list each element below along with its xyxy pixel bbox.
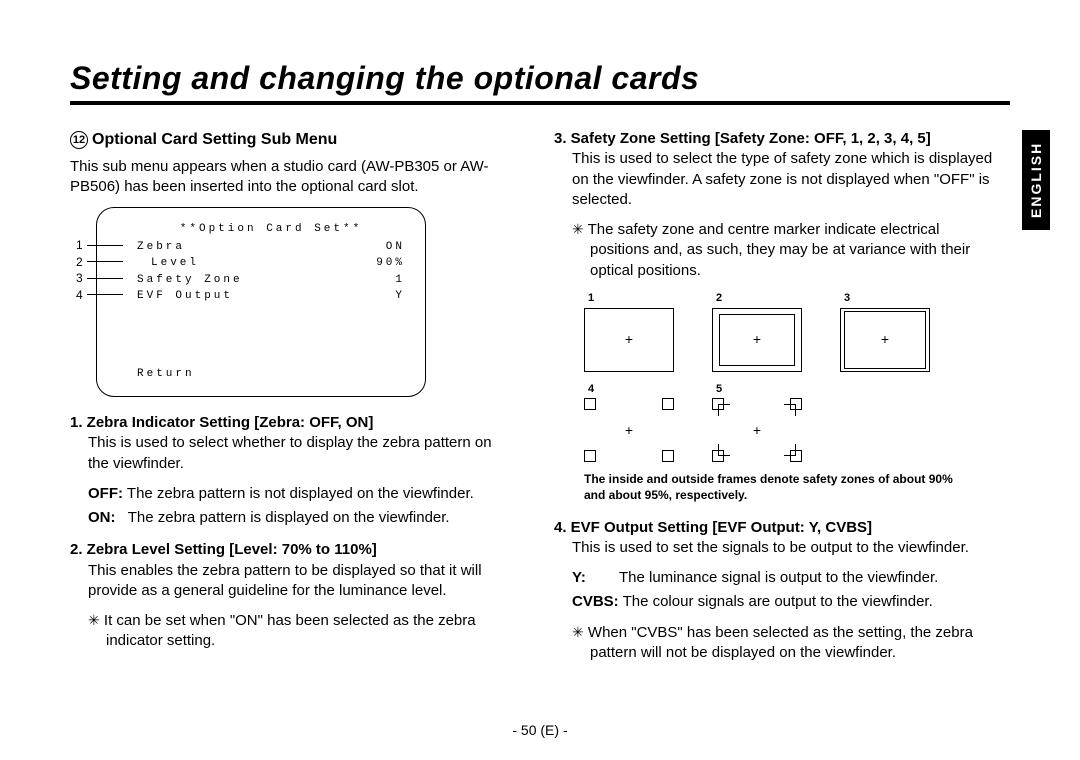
menu-screen: **Option Card Set** Zebra ON Level 90% Saf… bbox=[96, 207, 426, 397]
menu-return: Return bbox=[137, 367, 195, 382]
page-footer: - 50 (E) - bbox=[0, 722, 1080, 738]
cvbs-label: CVBS: bbox=[572, 593, 619, 610]
off-label: OFF: bbox=[88, 485, 123, 502]
section-number: 12 bbox=[70, 131, 88, 149]
item3-note-text: The safety zone and centre marker indica… bbox=[588, 221, 971, 279]
cvbs-text: The colour signals are output to the vie… bbox=[623, 593, 933, 610]
item2-heading: 2. Zebra Level Setting [Level: 70% to 11… bbox=[70, 540, 510, 560]
item2-text: This enables the zebra pattern to be dis… bbox=[70, 561, 510, 602]
off-text: The zebra pattern is not displayed on th… bbox=[127, 485, 474, 502]
right-column: 3. Safety Zone Setting [Safety Zone: OFF… bbox=[554, 129, 994, 673]
on-label: ON: bbox=[88, 509, 116, 526]
language-tab: ENGLISH bbox=[1022, 130, 1050, 230]
item4-note-text: When "CVBS" has been selected as the set… bbox=[588, 624, 973, 661]
item1-heading: 1. Zebra Indicator Setting [Zebra: OFF, … bbox=[70, 413, 510, 433]
item4-cvbs: CVBS: The colour signals are output to t… bbox=[554, 592, 994, 612]
sz-box-2: + bbox=[712, 308, 802, 372]
menu-row-label: Level bbox=[151, 255, 199, 272]
sz-box-4: + bbox=[584, 398, 674, 462]
menu-diagram: 1 2 3 4 **Option Card Set** ZebraON Leve… bbox=[96, 207, 510, 397]
manual-page: Setting and changing the optional cards … bbox=[0, 0, 1080, 760]
content-columns: 12Optional Card Setting Sub Menu This su… bbox=[70, 129, 1010, 673]
on-text: The zebra pattern is displayed on the vi… bbox=[128, 509, 450, 526]
callout-1: 1 bbox=[76, 237, 83, 254]
item4-note: ✳ When "CVBS" has been selected as the s… bbox=[554, 623, 994, 664]
item4-text: This is used to set the signals to be ou… bbox=[554, 538, 994, 558]
sz-caption: The inside and outside frames denote saf… bbox=[584, 472, 964, 503]
sz-label-1: 1 bbox=[584, 291, 674, 306]
note-mark: ✳ bbox=[572, 221, 584, 237]
item2-note-text: It can be set when "ON" has been selecte… bbox=[104, 612, 476, 649]
sz-label-4: 4 bbox=[584, 382, 674, 397]
y-label: Y: bbox=[572, 569, 586, 586]
section-heading: 12Optional Card Setting Sub Menu bbox=[70, 129, 510, 151]
section-title-text: Optional Card Setting Sub Menu bbox=[92, 131, 337, 148]
left-column: 12Optional Card Setting Sub Menu This su… bbox=[70, 129, 510, 673]
note-mark: ✳ bbox=[572, 624, 584, 640]
menu-row-value: ON bbox=[386, 239, 405, 256]
sz-box-3: + bbox=[840, 308, 930, 372]
menu-row-value: 90% bbox=[376, 255, 405, 272]
menu-row-value: 1 bbox=[395, 272, 405, 289]
intro-text: This sub menu appears when a studio card… bbox=[70, 157, 510, 198]
item1-text: This is used to select whether to displa… bbox=[70, 433, 510, 474]
callout-4: 4 bbox=[76, 287, 83, 304]
menu-row-label: EVF Output bbox=[137, 288, 233, 305]
item3-note: ✳ The safety zone and centre marker indi… bbox=[554, 220, 994, 281]
menu-row-value: Y bbox=[395, 288, 405, 305]
sz-box-5: + bbox=[712, 398, 802, 462]
callout-2: 2 bbox=[76, 254, 83, 271]
item4-y: Y: The luminance signal is output to the… bbox=[554, 568, 994, 588]
sz-label-3: 3 bbox=[840, 291, 930, 306]
note-mark: ✳ bbox=[88, 612, 100, 628]
sz-label-2: 2 bbox=[712, 291, 802, 306]
sz-box-1: + bbox=[584, 308, 674, 372]
callout-3: 3 bbox=[76, 270, 83, 287]
item4-heading: 4. EVF Output Setting [EVF Output: Y, CV… bbox=[554, 518, 994, 538]
safety-zone-diagram: 1 + 2 + 3 + 4 + bbox=[584, 291, 994, 463]
y-text: The luminance signal is output to the vi… bbox=[619, 569, 938, 586]
item1-on: ON: The zebra pattern is displayed on th… bbox=[70, 508, 510, 528]
menu-header: **Option Card Set** bbox=[137, 222, 405, 237]
sz-label-5: 5 bbox=[712, 382, 802, 397]
menu-row-label: Safety Zone bbox=[137, 272, 243, 289]
item3-heading: 3. Safety Zone Setting [Safety Zone: OFF… bbox=[554, 129, 994, 149]
item2-note: ✳ It can be set when "ON" has been selec… bbox=[70, 611, 510, 652]
menu-row-label: Zebra bbox=[137, 239, 185, 256]
page-title: Setting and changing the optional cards bbox=[70, 60, 1010, 105]
item3-text: This is used to select the type of safet… bbox=[554, 149, 994, 210]
item1-off: OFF: The zebra pattern is not displayed … bbox=[70, 484, 510, 504]
